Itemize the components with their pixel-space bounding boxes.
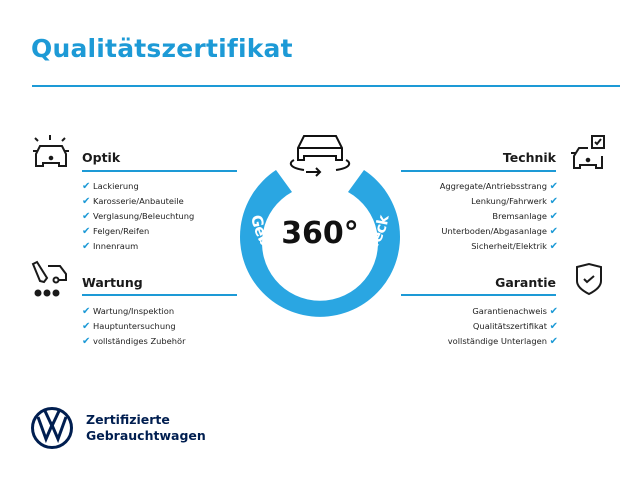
check-icon: ✔	[82, 211, 91, 222]
check-icon: ✔	[82, 321, 91, 332]
list-item: Aggregate/Antriebsstrang ✔	[439, 181, 558, 192]
360-label: 360°	[281, 216, 359, 251]
list-item: ✔ Lackierung	[82, 181, 139, 192]
car-checkbox-icon	[571, 135, 605, 169]
check-icon: ✔	[549, 181, 558, 192]
check-icon: ✔	[549, 196, 558, 207]
list-item: Lenkung/Fahrwerk ✔	[471, 196, 558, 207]
360-check-badge: Gebrauchtwagen-Check 360°	[240, 135, 400, 317]
garantie-list: Garantienachweis ✔ Qualitätszertifikat ✔…	[448, 304, 558, 349]
list-item: Bremsanlage ✔	[492, 211, 558, 222]
section-divider	[401, 294, 556, 296]
list-item: ✔ Verglasung/Beleuchtung	[82, 211, 195, 222]
section-heading-technik: Technik	[502, 150, 556, 165]
brand-text: Zertifizierte Gebrauchtwagen	[86, 412, 206, 443]
section-heading-wartung: Wartung	[82, 275, 143, 290]
list-item: Garantienachweis ✔	[472, 306, 558, 317]
check-icon: ✔	[82, 196, 91, 207]
header-divider	[32, 85, 620, 87]
page-title: Qualitätszertifikat	[31, 34, 293, 63]
list-item: ✔ vollständiges Zubehör	[82, 336, 186, 347]
check-icon: ✔	[82, 241, 91, 252]
check-icon: ✔	[549, 321, 558, 332]
check-icon: ✔	[82, 181, 91, 192]
vw-logo	[31, 407, 73, 449]
check-icon: ✔	[549, 306, 558, 317]
section-divider	[401, 170, 556, 172]
optik-list: ✔ Lackierung ✔ Karosserie/Anbauteile ✔ V…	[82, 179, 194, 254]
list-item: Sicherheit/Elektrik ✔	[471, 241, 558, 252]
section-divider	[82, 294, 237, 296]
list-item: Unterboden/Abgasanlage ✔	[441, 226, 558, 237]
list-item: ✔ Innenraum	[82, 241, 139, 252]
section-heading-optik: Optik	[82, 150, 121, 165]
list-item: vollständige Unterlagen ✔	[447, 336, 558, 347]
section-heading-garantie: Garantie	[495, 275, 556, 290]
check-icon: ✔	[549, 336, 558, 347]
check-icon: ✔	[82, 306, 91, 317]
car-lights-icon	[33, 135, 69, 167]
check-icon: ✔	[549, 211, 558, 222]
list-item: ✔ Felgen/Reifen	[82, 226, 150, 237]
wartung-list: ✔ Wartung/Inspektion ✔ Hauptuntersuchung…	[82, 304, 186, 349]
check-icon: ✔	[549, 226, 558, 237]
shield-check-icon	[576, 262, 602, 296]
maintenance-tool-icon	[31, 260, 67, 297]
section-divider	[82, 170, 237, 172]
check-icon: ✔	[549, 241, 558, 252]
technik-list: Aggregate/Antriebsstrang ✔ Lenkung/Fahrw…	[440, 179, 558, 254]
list-item: ✔ Wartung/Inspektion	[82, 306, 175, 317]
check-icon: ✔	[82, 336, 91, 347]
check-icon: ✔	[82, 226, 91, 237]
list-item: Qualitätszertifikat ✔	[472, 321, 558, 332]
list-item: ✔ Hauptuntersuchung	[82, 321, 176, 332]
car-rotate-icon	[289, 135, 351, 177]
list-item: ✔ Karosserie/Anbauteile	[82, 196, 184, 207]
